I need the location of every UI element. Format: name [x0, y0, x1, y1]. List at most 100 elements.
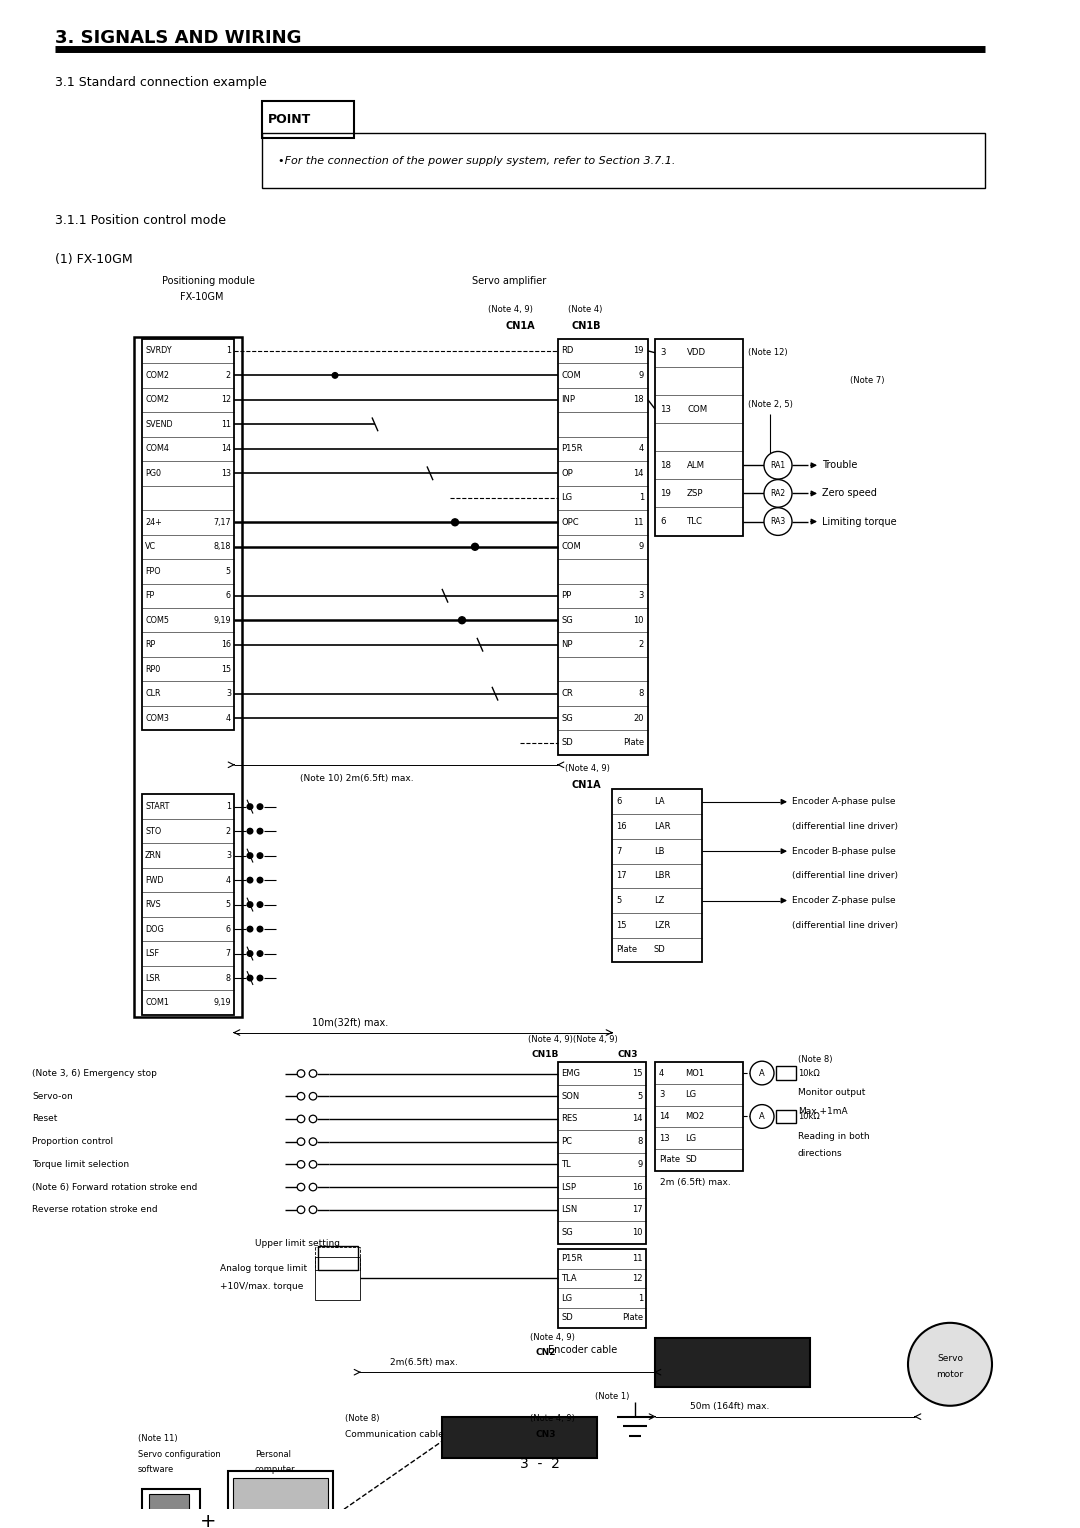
- Text: Trouble: Trouble: [822, 460, 858, 471]
- Text: (Note 4): (Note 4): [568, 304, 603, 313]
- Text: VC: VC: [145, 542, 157, 552]
- Text: (Note 10) 2m(6.5ft) max.: (Note 10) 2m(6.5ft) max.: [300, 775, 414, 784]
- Text: 4: 4: [226, 876, 231, 885]
- Circle shape: [309, 1093, 316, 1100]
- Text: 17: 17: [633, 1206, 643, 1215]
- Text: EMG: EMG: [561, 1070, 580, 1079]
- Text: Communication cable: Communication cable: [345, 1430, 444, 1439]
- Text: INP: INP: [561, 396, 575, 405]
- Text: CN3: CN3: [535, 1430, 555, 1439]
- Text: 13: 13: [221, 469, 231, 478]
- Text: Plate: Plate: [616, 946, 637, 955]
- Text: 13: 13: [659, 1134, 670, 1143]
- Text: computer: computer: [255, 1465, 296, 1475]
- Text: (1) FX-10GM: (1) FX-10GM: [55, 254, 133, 266]
- Circle shape: [764, 507, 792, 535]
- Circle shape: [472, 544, 478, 550]
- Circle shape: [333, 373, 338, 377]
- Text: SG: SG: [561, 616, 572, 625]
- Circle shape: [257, 926, 262, 932]
- Text: 7,17: 7,17: [214, 518, 231, 527]
- Bar: [558, 1248, 646, 1328]
- Text: 6: 6: [226, 924, 231, 934]
- Circle shape: [451, 520, 459, 526]
- Circle shape: [247, 950, 253, 957]
- Text: FX-10GM: FX-10GM: [180, 292, 224, 303]
- Text: 2m (6.5ft) max.: 2m (6.5ft) max.: [660, 1178, 731, 1187]
- Text: 16: 16: [633, 1183, 643, 1192]
- Circle shape: [309, 1206, 316, 1213]
- Text: 3.1 Standard connection example: 3.1 Standard connection example: [55, 76, 267, 90]
- Text: •For the connection of the power supply system, refer to Section 3.7.1.: •For the connection of the power supply …: [278, 156, 675, 167]
- Bar: [442, 1416, 597, 1458]
- Text: FWD: FWD: [145, 876, 163, 885]
- Text: 1: 1: [226, 347, 231, 356]
- Text: Reverse rotation stroke end: Reverse rotation stroke end: [32, 1206, 158, 1215]
- Text: 13: 13: [660, 405, 671, 414]
- Text: (Note 7): (Note 7): [850, 376, 885, 385]
- Text: Reading in both: Reading in both: [798, 1132, 869, 1141]
- Text: (differential line driver): (differential line driver): [792, 871, 897, 880]
- Circle shape: [257, 975, 262, 981]
- Bar: [233, 1478, 328, 1528]
- Text: Encoder B-phase pulse: Encoder B-phase pulse: [792, 847, 895, 856]
- Text: 6: 6: [616, 798, 621, 807]
- Text: MO2: MO2: [685, 1112, 704, 1122]
- Text: 8: 8: [226, 973, 231, 983]
- Text: CN1B: CN1B: [572, 321, 602, 332]
- Text: COM2: COM2: [145, 396, 168, 405]
- Text: FP: FP: [145, 591, 154, 601]
- Text: 16: 16: [616, 822, 626, 831]
- Bar: [558, 339, 648, 755]
- Bar: [558, 1062, 646, 1244]
- Text: (Note 4, 9): (Note 4, 9): [565, 764, 610, 773]
- Text: CN3: CN3: [618, 1050, 638, 1059]
- Text: 12: 12: [633, 1274, 643, 1284]
- Text: PG0: PG0: [145, 469, 161, 478]
- Circle shape: [309, 1070, 316, 1077]
- Text: 8,18: 8,18: [214, 542, 231, 552]
- Text: 9,19: 9,19: [214, 616, 231, 625]
- Text: 18: 18: [633, 396, 644, 405]
- Text: SD: SD: [654, 946, 665, 955]
- Text: 5: 5: [226, 567, 231, 576]
- Text: 2: 2: [226, 827, 231, 836]
- Text: 3. SIGNALS AND WIRING: 3. SIGNALS AND WIRING: [55, 29, 301, 46]
- Text: COM: COM: [687, 405, 707, 414]
- Text: CN1B: CN1B: [532, 1050, 559, 1059]
- Text: Max.+1mA: Max.+1mA: [798, 1108, 848, 1115]
- Text: Servo configuration: Servo configuration: [138, 1450, 220, 1459]
- Text: Plate: Plate: [659, 1155, 680, 1164]
- Text: SD: SD: [561, 1314, 572, 1322]
- Text: RP: RP: [145, 640, 156, 649]
- Text: LSR: LSR: [145, 973, 160, 983]
- Circle shape: [247, 975, 253, 981]
- Text: ZSP: ZSP: [687, 489, 703, 498]
- Text: 16: 16: [221, 640, 231, 649]
- Text: (differential line driver): (differential line driver): [792, 921, 897, 929]
- Circle shape: [764, 451, 792, 480]
- Text: SVEND: SVEND: [145, 420, 173, 429]
- Bar: [228, 1471, 333, 1528]
- Text: Personal: Personal: [255, 1450, 291, 1459]
- Circle shape: [750, 1060, 774, 1085]
- Text: A: A: [759, 1112, 765, 1122]
- Text: COM2: COM2: [145, 371, 168, 380]
- Text: OPC: OPC: [561, 518, 579, 527]
- Text: (Note 4, 9)(Note 4, 9): (Note 4, 9)(Note 4, 9): [528, 1034, 618, 1044]
- Text: (Note 8): (Note 8): [798, 1054, 833, 1063]
- Text: LZR: LZR: [654, 921, 671, 929]
- Text: (Note 2, 5): (Note 2, 5): [748, 399, 793, 408]
- Text: MO1: MO1: [685, 1068, 704, 1077]
- Text: (Note 4, 9): (Note 4, 9): [530, 1413, 575, 1423]
- Text: 7: 7: [226, 949, 231, 958]
- Bar: [149, 1494, 189, 1519]
- Text: COM4: COM4: [145, 445, 168, 454]
- Text: (Note 4, 9): (Note 4, 9): [488, 304, 532, 313]
- Bar: [777, 1109, 796, 1123]
- Text: (differential line driver): (differential line driver): [792, 822, 897, 831]
- Text: 11: 11: [221, 420, 231, 429]
- Text: COM: COM: [561, 542, 581, 552]
- Text: LSP: LSP: [561, 1183, 576, 1192]
- Text: Zero speed: Zero speed: [822, 489, 877, 498]
